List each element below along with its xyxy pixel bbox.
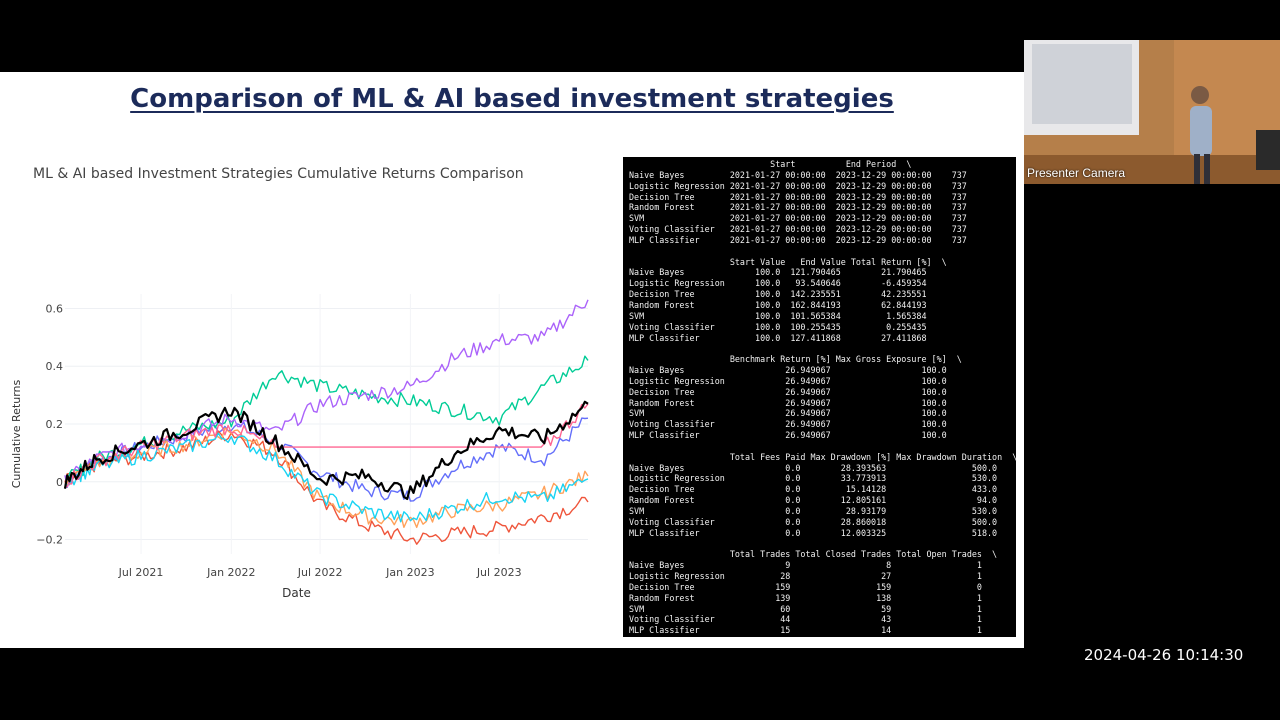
presenter-body-icon: [1190, 106, 1212, 156]
y-tick-label: −0.2: [36, 534, 63, 547]
x-tick-label: Jul 2022: [297, 566, 343, 579]
presenter-camera-feed: Presenter Camera: [1024, 40, 1280, 184]
series-line: [64, 427, 589, 529]
table-line: [629, 343, 1016, 354]
series-line: [63, 400, 589, 501]
table-line: Random Forest 139 138 1: [629, 592, 982, 603]
slide-title-text: Comparison of ML & AI based investment s…: [130, 84, 894, 114]
table-line: MLP Classifier 100.0 127.411868 27.41186…: [629, 332, 927, 343]
table-line: Decision Tree 2021-01-27 00:00:00 2023-1…: [629, 191, 967, 202]
series-line: [64, 432, 589, 523]
series-line: [64, 299, 589, 488]
table-line: MLP Classifier 0.0 12.003325 518.0: [629, 527, 998, 538]
table-line: Total Fees Paid Max Drawdown [%] Max Dra…: [629, 451, 1018, 462]
backtest-stats-table: Start End Period \ Naive Bayes 2021-01-27…: [623, 157, 1018, 637]
table-line: Voting Classifier 0.0 28.860018 500.0: [629, 516, 998, 527]
table-line: Voting Classifier 2021-01-27 00:00:00 20…: [629, 224, 967, 235]
table-line: Naive Bayes 9 8 1: [629, 560, 982, 571]
table-line: [629, 246, 1016, 257]
table-line: Decision Tree 0.0 15.14128 433.0: [629, 484, 998, 495]
table-line: Voting Classifier 26.949067 100.0: [629, 419, 947, 430]
table-line: Naive Bayes 100.0 121.790465 21.790465: [629, 267, 927, 278]
table-line: Decision Tree 100.0 142.235551 42.235551: [629, 289, 927, 300]
x-tick-label: Jul 2021: [118, 566, 164, 579]
table-line: MLP Classifier 26.949067 100.0: [629, 430, 947, 441]
series-line: [64, 403, 589, 489]
camera-scene: [1024, 40, 1280, 184]
x-tick-label: Jan 2023: [385, 566, 434, 579]
camera-label: Presenter Camera: [1027, 166, 1126, 180]
table-line: Start End Period \: [629, 159, 912, 169]
table-line: Logistic Regression 0.0 33.773913 530.0: [629, 473, 998, 484]
table-line: Random Forest 0.0 12.805161 94.0: [629, 495, 998, 506]
table-line: Logistic Regression 2021-01-27 00:00:00 …: [629, 180, 967, 191]
y-axis-title: Cumulative Returns: [10, 379, 23, 488]
chart-title: ML & AI based Investment Strategies Cumu…: [33, 166, 524, 182]
table-line: [629, 441, 1016, 452]
series-line: [64, 430, 589, 545]
table-line: Naive Bayes 0.0 28.393563 500.0: [629, 462, 998, 473]
table-line: Voting Classifier 100.0 100.255435 0.255…: [629, 321, 927, 332]
y-tick-label: 0.4: [46, 360, 64, 373]
table-line: Random Forest 2021-01-27 00:00:00 2023-1…: [629, 202, 967, 213]
table-line: Decision Tree 26.949067 100.0: [629, 386, 947, 397]
returns-chart: 0.6 0.4 0.2 0 −0.2 Jul 2021 Jan 2022 Jul 2022 Ja…: [10, 294, 589, 600]
table-line: Random Forest 100.0 162.844193 62.844193: [629, 299, 927, 310]
table-line: SVM 0.0 28.93179 530.0: [629, 506, 998, 516]
table-line: SVM 60 59 1: [629, 603, 982, 614]
table-line: Decision Tree 159 159 0: [629, 581, 982, 592]
x-axis-title: Date: [282, 586, 311, 600]
slide-title: Comparison of ML & AI based investment s…: [0, 84, 1024, 114]
table-line: SVM 100.0 101.565384 1.565384: [629, 310, 927, 321]
y-tick-label: 0: [56, 476, 63, 489]
table-line: Naive Bayes 26.949067 100.0: [629, 365, 947, 376]
table-line: Naive Bayes 2021-01-27 00:00:00 2023-12-…: [629, 169, 967, 180]
table-line: Logistic Regression 26.949067 100.0: [629, 375, 947, 386]
table-line: Start Value End Value Total Return [%] \: [629, 256, 947, 267]
table-line: Total Trades Total Closed Trades Total O…: [629, 549, 998, 560]
x-tick-label: Jan 2022: [206, 566, 255, 579]
table-line: Logistic Regression 28 27 1: [629, 571, 982, 582]
table-line: Logistic Regression 100.0 93.540646 -6.4…: [629, 278, 927, 289]
series-line: [64, 355, 589, 488]
y-tick-label: 0.2: [46, 418, 64, 431]
table-line: [629, 539, 1016, 550]
table-line: Random Forest 26.949067 100.0: [629, 397, 947, 408]
table-line: SVM 2021-01-27 00:00:00 2023-12-29 00:00…: [629, 213, 967, 224]
table-line: Benchmark Return [%] Max Gross Exposure …: [629, 354, 962, 365]
table-line: SVM 26.949067 100.0: [629, 408, 947, 419]
y-tick-label: 0.6: [46, 302, 64, 315]
recording-timestamp: 2024-04-26 10:14:30: [1084, 646, 1244, 664]
table-line: MLP Classifier 15 14 1: [629, 625, 982, 636]
table-line: MLP Classifier 2021-01-27 00:00:00 2023-…: [629, 234, 967, 245]
x-tick-label: Jul 2023: [476, 566, 522, 579]
table-line: Voting Classifier 44 43 1: [629, 614, 982, 625]
presenter-head-icon: [1191, 86, 1209, 104]
